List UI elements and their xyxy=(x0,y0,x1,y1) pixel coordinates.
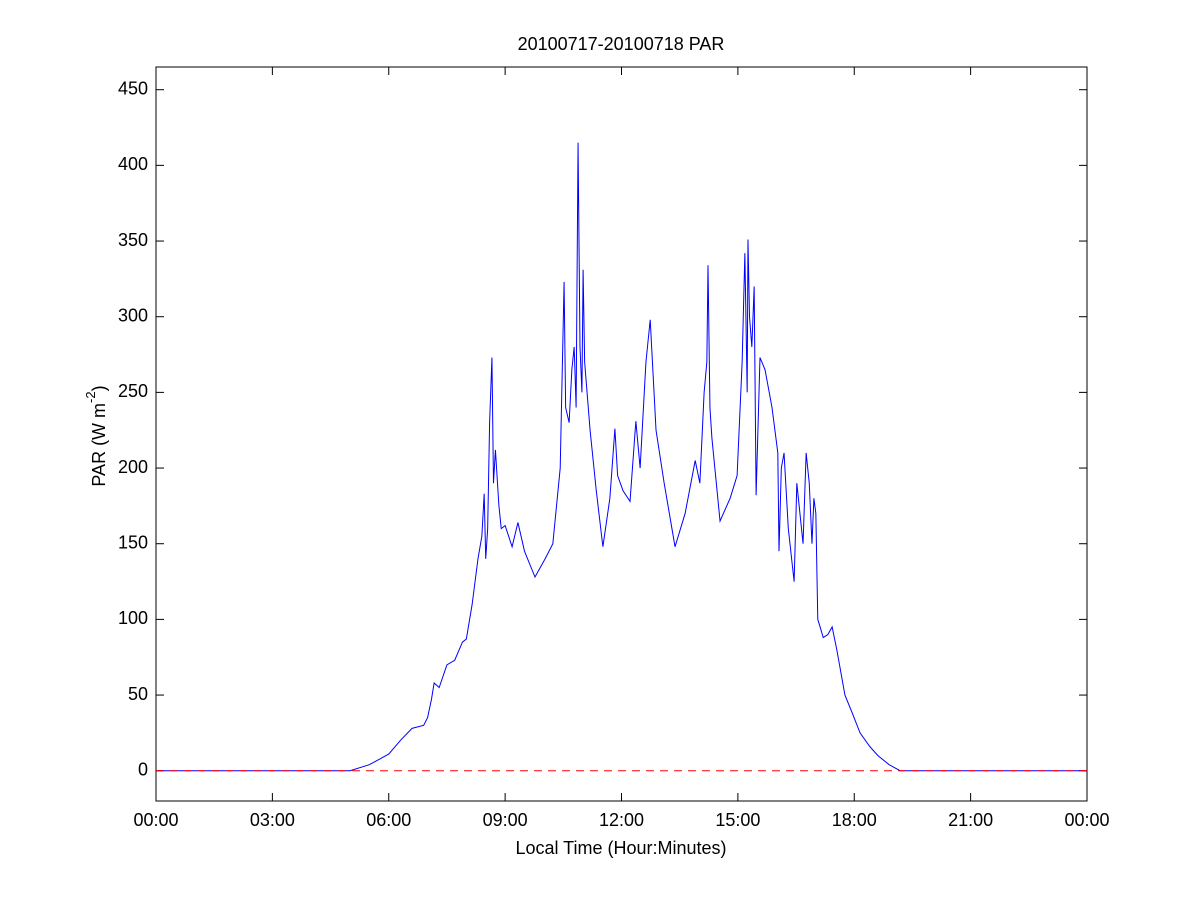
y-label-end: ) xyxy=(89,385,109,391)
y-tick-label: 250 xyxy=(118,381,148,401)
y-tick-label: 150 xyxy=(118,532,148,552)
x-tick-label: 12:00 xyxy=(599,810,644,830)
y-tick-label: 400 xyxy=(118,154,148,174)
x-tick-label: 06:00 xyxy=(366,810,411,830)
x-tick-label: 03:00 xyxy=(250,810,295,830)
y-label-text: PAR (W m xyxy=(89,403,109,487)
y-axis-label: PAR (W m-2) xyxy=(83,385,108,486)
x-axis-label: Local Time (Hour:Minutes) xyxy=(515,838,726,858)
y-label-sup: -2 xyxy=(83,391,98,403)
x-tick-label: 21:00 xyxy=(948,810,993,830)
y-tick-label: 300 xyxy=(118,305,148,325)
y-tick-label: 200 xyxy=(118,457,148,477)
x-tick-label: 18:00 xyxy=(832,810,877,830)
x-tick-label: 00:00 xyxy=(1064,810,1109,830)
y-tick-label: 350 xyxy=(118,230,148,250)
y-tick-label: 100 xyxy=(118,608,148,628)
y-tick-label: 50 xyxy=(128,684,148,704)
x-tick-label: 15:00 xyxy=(715,810,760,830)
x-tick-label: 09:00 xyxy=(483,810,528,830)
y-tick-label: 0 xyxy=(138,759,148,779)
chart-title: 20100717-20100718 PAR xyxy=(518,34,725,54)
y-tick-label: 450 xyxy=(118,78,148,98)
data-line xyxy=(156,142,1087,772)
x-tick-label: 00:00 xyxy=(133,810,178,830)
